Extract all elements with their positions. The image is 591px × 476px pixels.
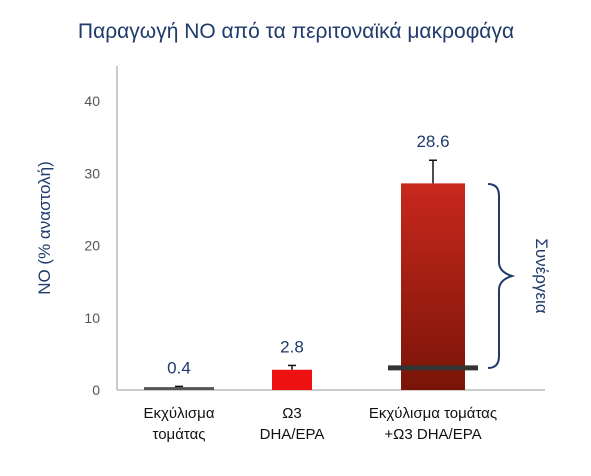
y-tick-label: 0 [92,382,100,398]
bar [144,387,214,390]
synergy-label: Συνέργεια [532,238,551,313]
category-labels: Εκχύλισμα τομάτας Ω3 DHA/EPA Εκχύλισμα τομάτ… [144,405,498,443]
bar [272,369,312,390]
bar [401,183,465,390]
y-axis-title: NO (% αναστολή) [35,161,54,295]
category-label: Εκχύλισμα [144,405,215,422]
category-label: Ω3 [282,405,302,422]
y-tick-label: 40 [84,93,100,109]
category-label: Εκχύλισμα τομάτας [369,405,497,422]
data-label: 28.6 [416,132,449,151]
category-label: +Ω3 DHA/EPA [384,426,481,443]
data-label: 2.8 [280,337,304,356]
y-tick-label: 10 [84,310,100,326]
bars: 0.4 2.8 28.6 [144,132,465,390]
y-tick-label: 30 [84,165,100,181]
chart-title: Παραγωγή NO από τα περιτοναϊκά μακροφάγα [78,20,514,43]
category-label: τομάτας [153,426,206,443]
y-tick-label: 20 [84,238,100,254]
synergy-brace [487,183,516,369]
data-label: 0.4 [167,358,191,377]
y-ticks: 0 10 20 30 40 [84,93,100,398]
category-label: DHA/EPA [260,426,325,443]
